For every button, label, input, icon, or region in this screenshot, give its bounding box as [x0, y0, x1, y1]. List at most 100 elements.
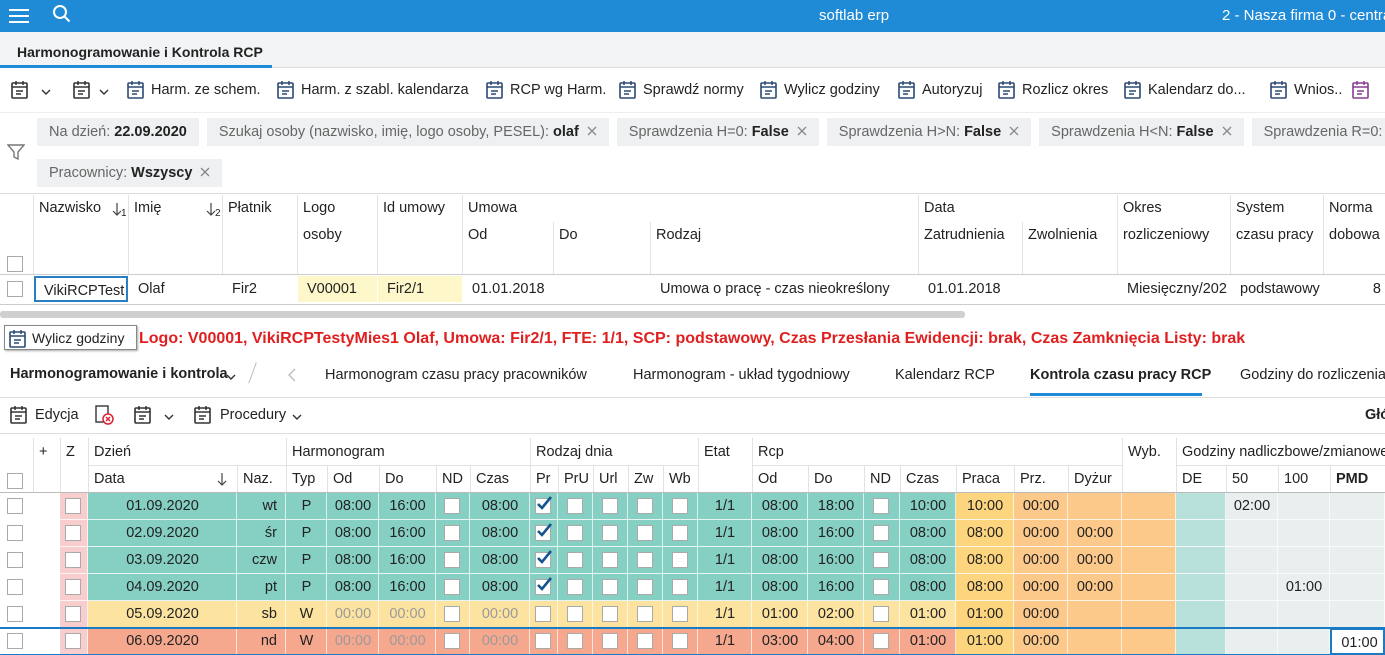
grid-cell[interactable]: [1068, 493, 1122, 520]
grid-cell[interactable]: 1/1: [698, 493, 752, 520]
grid-cell[interactable]: [864, 601, 900, 628]
grid-cell[interactable]: 01.01.2018: [919, 276, 1022, 302]
grid-cell[interactable]: 01:00: [1278, 574, 1330, 601]
grid-cell[interactable]: 08:00: [752, 547, 808, 574]
grid-cell[interactable]: 08:00: [470, 547, 530, 574]
grid-cell[interactable]: VikiRCPTest: [34, 276, 128, 302]
grid-cell[interactable]: 00:00: [327, 628, 379, 655]
checkbox[interactable]: [7, 579, 23, 595]
grid-cell[interactable]: 04:00: [808, 628, 864, 655]
grid-cell[interactable]: P: [286, 493, 327, 520]
checkbox[interactable]: [7, 473, 23, 489]
grid-cell[interactable]: 08:00: [327, 574, 379, 601]
grid-cell[interactable]: 16:00: [808, 547, 864, 574]
grid-cell[interactable]: 1/1: [698, 520, 752, 547]
checkbox[interactable]: [444, 498, 460, 514]
grid-cell[interactable]: [628, 547, 663, 574]
checkbox[interactable]: [65, 552, 81, 568]
chip-close[interactable]: [587, 124, 597, 140]
grid-cell[interactable]: [530, 493, 558, 520]
grid-cell[interactable]: 00:00: [327, 601, 379, 628]
grid-cell[interactable]: 00:00: [1014, 493, 1068, 520]
grid-cell[interactable]: 01:00: [956, 601, 1014, 628]
checkbox[interactable]: [873, 606, 889, 622]
document-button[interactable]: [71, 79, 93, 105]
procedures-button[interactable]: Procedury: [220, 407, 287, 423]
grid-cell[interactable]: 16:00: [379, 547, 436, 574]
toolbar-button[interactable]: Rozlicz okres: [1022, 82, 1109, 98]
grid-cell[interactable]: [436, 574, 470, 601]
grid-cell[interactable]: 16:00: [379, 493, 436, 520]
checkbox[interactable]: [671, 552, 688, 568]
grid-cell[interactable]: sb: [237, 601, 286, 628]
checkbox[interactable]: [601, 633, 618, 649]
edit-button[interactable]: Edycja: [35, 407, 79, 423]
grid-cell[interactable]: [558, 628, 593, 655]
grid-cell[interactable]: 1/1: [698, 628, 752, 655]
checkbox[interactable]: [444, 606, 460, 622]
grid-cell[interactable]: [60, 493, 88, 520]
filter-chip[interactable]: Sprawdzenia H<N: False: [1039, 118, 1244, 146]
grid-cell[interactable]: śr: [237, 520, 286, 547]
checkbox[interactable]: [535, 577, 553, 595]
grid-cell[interactable]: [663, 574, 698, 601]
grid-cell[interactable]: [1330, 574, 1385, 601]
grid-cell[interactable]: [558, 493, 593, 520]
grid-cell[interactable]: 08:00: [470, 493, 530, 520]
grid-cell[interactable]: [593, 520, 628, 547]
grid-cell[interactable]: [436, 628, 470, 655]
grid-cell[interactable]: [60, 547, 88, 574]
checkbox[interactable]: [601, 525, 618, 541]
grid-cell[interactable]: [558, 547, 593, 574]
grid-cell[interactable]: [864, 493, 900, 520]
grid-cell[interactable]: W: [286, 601, 327, 628]
grid-cell[interactable]: 01.01.2018: [463, 276, 553, 302]
grid-cell[interactable]: [1278, 628, 1330, 655]
checkbox[interactable]: [636, 552, 653, 568]
grid-cell[interactable]: [1068, 601, 1122, 628]
print-button[interactable]: [9, 79, 31, 105]
grid-cell[interactable]: [33, 628, 60, 655]
grid-cell[interactable]: pt: [237, 574, 286, 601]
scroll-left[interactable]: [288, 368, 296, 386]
grid-cell[interactable]: 10:00: [900, 493, 956, 520]
grid-cell[interactable]: [33, 574, 60, 601]
grid-cell[interactable]: P: [286, 547, 327, 574]
grid-cell[interactable]: [1122, 547, 1176, 574]
checkbox[interactable]: [873, 525, 889, 541]
grid-cell[interactable]: [558, 601, 593, 628]
checkbox[interactable]: [7, 552, 23, 568]
grid-cell[interactable]: [60, 628, 88, 655]
grid-cell[interactable]: 08:00: [327, 520, 379, 547]
grid-cell[interactable]: [628, 520, 663, 547]
grid-cell[interactable]: [1122, 574, 1176, 601]
grid-cell[interactable]: [1122, 520, 1176, 547]
grid-cell[interactable]: 8: [1324, 276, 1385, 302]
grid-cell[interactable]: 00:00: [1068, 547, 1122, 574]
grid-cell[interactable]: 08:00: [470, 520, 530, 547]
toolbar-button[interactable]: Wnios..: [1294, 82, 1343, 98]
grid-cell[interactable]: 01:00: [900, 628, 956, 655]
checkbox[interactable]: [444, 552, 460, 568]
grid-cell[interactable]: 08:00: [752, 574, 808, 601]
grid-cell[interactable]: [436, 547, 470, 574]
grid-cell[interactable]: 02:00: [1226, 493, 1278, 520]
grid-cell[interactable]: 16:00: [808, 574, 864, 601]
view-tab[interactable]: Kontrola czasu pracy RCP: [1030, 367, 1212, 383]
checkbox[interactable]: [671, 606, 688, 622]
grid-cell[interactable]: 01.09.2020: [88, 493, 237, 520]
grid-cell[interactable]: [593, 601, 628, 628]
grid-cell[interactable]: [628, 574, 663, 601]
grid-cell[interactable]: podstawowy: [1231, 276, 1323, 302]
grid-cell[interactable]: [33, 520, 60, 547]
grid-cell[interactable]: [33, 547, 60, 574]
toolbar-button[interactable]: Harm. ze schem.: [151, 82, 261, 98]
grid-cell[interactable]: 01:00: [1330, 628, 1385, 655]
checkbox[interactable]: [566, 552, 583, 568]
view-tab[interactable]: Kalendarz RCP: [895, 367, 995, 383]
grid-cell[interactable]: [1226, 547, 1278, 574]
grid-cell[interactable]: 08:00: [327, 493, 379, 520]
grid-cell[interactable]: 06.09.2020: [88, 628, 237, 655]
checkbox[interactable]: [671, 579, 688, 595]
view-tab[interactable]: Harmonogram czasu pracy pracowników: [325, 367, 587, 383]
